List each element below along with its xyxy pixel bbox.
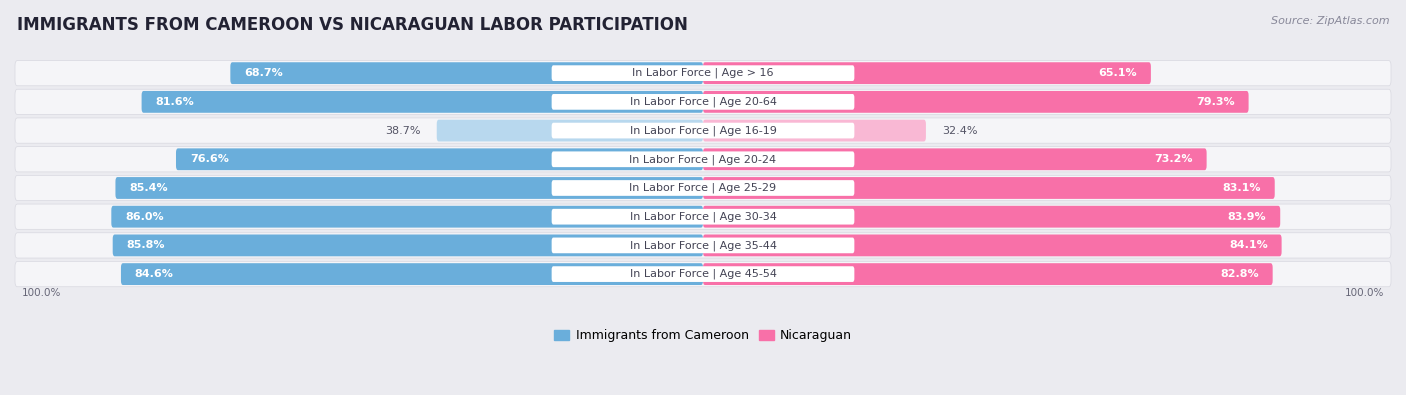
- Text: In Labor Force | Age 25-29: In Labor Force | Age 25-29: [630, 183, 776, 193]
- FancyBboxPatch shape: [703, 149, 1206, 170]
- FancyBboxPatch shape: [703, 91, 1249, 113]
- Text: 84.6%: 84.6%: [135, 269, 173, 279]
- FancyBboxPatch shape: [15, 175, 1391, 201]
- FancyBboxPatch shape: [551, 123, 855, 138]
- FancyBboxPatch shape: [111, 206, 703, 228]
- FancyBboxPatch shape: [703, 263, 1272, 285]
- Text: In Labor Force | Age 16-19: In Labor Force | Age 16-19: [630, 125, 776, 136]
- FancyBboxPatch shape: [551, 94, 855, 110]
- Text: In Labor Force | Age 30-34: In Labor Force | Age 30-34: [630, 211, 776, 222]
- FancyBboxPatch shape: [703, 206, 1281, 228]
- FancyBboxPatch shape: [15, 60, 1391, 86]
- Text: 81.6%: 81.6%: [155, 97, 194, 107]
- FancyBboxPatch shape: [703, 120, 927, 141]
- FancyBboxPatch shape: [703, 62, 1152, 84]
- Text: 73.2%: 73.2%: [1154, 154, 1192, 164]
- Text: In Labor Force | Age 20-24: In Labor Force | Age 20-24: [630, 154, 776, 165]
- FancyBboxPatch shape: [176, 149, 703, 170]
- Text: IMMIGRANTS FROM CAMEROON VS NICARAGUAN LABOR PARTICIPATION: IMMIGRANTS FROM CAMEROON VS NICARAGUAN L…: [17, 16, 688, 34]
- FancyBboxPatch shape: [115, 177, 703, 199]
- Text: 100.0%: 100.0%: [1344, 288, 1384, 298]
- Text: In Labor Force | Age 45-54: In Labor Force | Age 45-54: [630, 269, 776, 279]
- Text: 32.4%: 32.4%: [942, 126, 979, 135]
- Text: 85.8%: 85.8%: [127, 241, 165, 250]
- Text: 79.3%: 79.3%: [1197, 97, 1234, 107]
- FancyBboxPatch shape: [112, 235, 703, 256]
- FancyBboxPatch shape: [703, 235, 1282, 256]
- FancyBboxPatch shape: [15, 89, 1391, 115]
- FancyBboxPatch shape: [142, 91, 703, 113]
- FancyBboxPatch shape: [703, 177, 1275, 199]
- Text: 38.7%: 38.7%: [385, 126, 420, 135]
- FancyBboxPatch shape: [551, 237, 855, 253]
- Text: In Labor Force | Age 20-64: In Labor Force | Age 20-64: [630, 97, 776, 107]
- Text: 83.1%: 83.1%: [1222, 183, 1261, 193]
- FancyBboxPatch shape: [15, 204, 1391, 229]
- Text: 65.1%: 65.1%: [1098, 68, 1137, 78]
- Text: 83.9%: 83.9%: [1227, 212, 1267, 222]
- FancyBboxPatch shape: [551, 180, 855, 196]
- FancyBboxPatch shape: [551, 151, 855, 167]
- Text: In Labor Force | Age > 16: In Labor Force | Age > 16: [633, 68, 773, 79]
- Text: 85.4%: 85.4%: [129, 183, 167, 193]
- Text: 86.0%: 86.0%: [125, 212, 163, 222]
- Text: 68.7%: 68.7%: [245, 68, 283, 78]
- Text: In Labor Force | Age 35-44: In Labor Force | Age 35-44: [630, 240, 776, 251]
- FancyBboxPatch shape: [551, 266, 855, 282]
- FancyBboxPatch shape: [121, 263, 703, 285]
- Text: 100.0%: 100.0%: [22, 288, 62, 298]
- FancyBboxPatch shape: [551, 65, 855, 81]
- FancyBboxPatch shape: [551, 209, 855, 224]
- FancyBboxPatch shape: [437, 120, 703, 141]
- Text: Source: ZipAtlas.com: Source: ZipAtlas.com: [1271, 16, 1389, 26]
- FancyBboxPatch shape: [15, 233, 1391, 258]
- FancyBboxPatch shape: [15, 147, 1391, 172]
- FancyBboxPatch shape: [15, 118, 1391, 143]
- FancyBboxPatch shape: [15, 261, 1391, 287]
- Text: 82.8%: 82.8%: [1220, 269, 1258, 279]
- Legend: Immigrants from Cameroon, Nicaraguan: Immigrants from Cameroon, Nicaraguan: [554, 329, 852, 342]
- Text: 76.6%: 76.6%: [190, 154, 229, 164]
- Text: 84.1%: 84.1%: [1229, 241, 1268, 250]
- FancyBboxPatch shape: [231, 62, 703, 84]
